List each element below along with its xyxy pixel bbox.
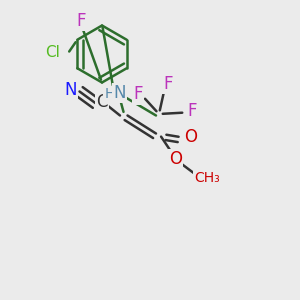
Text: N: N [113,84,126,102]
Text: H: H [104,88,115,101]
Text: C: C [96,93,108,111]
Text: O: O [184,128,197,146]
Text: CH₃: CH₃ [194,172,220,185]
Text: O: O [169,150,182,168]
Text: F: F [187,102,197,120]
Text: F: F [163,75,173,93]
Text: F: F [76,12,86,30]
Text: F: F [133,85,143,103]
Text: N: N [64,81,77,99]
Text: Cl: Cl [45,45,60,60]
